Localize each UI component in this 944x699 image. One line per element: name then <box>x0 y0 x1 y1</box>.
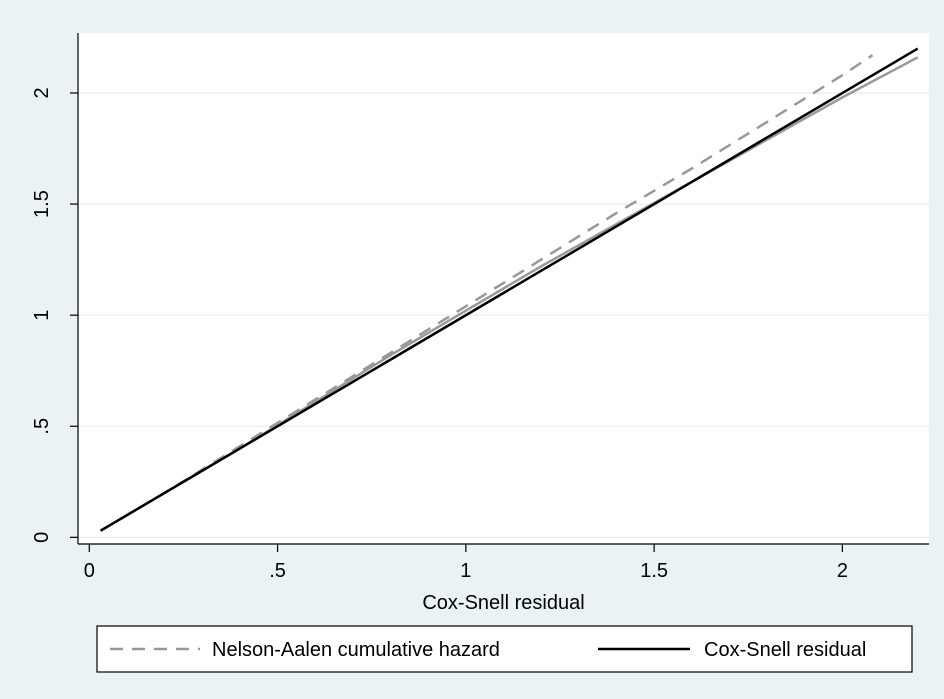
x-tick-label: 1 <box>460 560 471 582</box>
y-tick-label: .5 <box>31 418 53 435</box>
nelson-aalen-line <box>99 54 874 532</box>
axes-group: 0 .5 1 1.5 2 0 .5 1 1.5 2 <box>31 33 929 582</box>
gridlines <box>78 92 929 539</box>
legend-box <box>96 625 913 673</box>
x-tick-label: .5 <box>269 560 286 582</box>
y-tick-label: 2 <box>31 87 53 98</box>
series-group <box>99 47 919 532</box>
x-tick-label: 0 <box>84 560 95 582</box>
x-tick-label: 2 <box>837 560 848 582</box>
y-tick-label: 0 <box>31 532 53 543</box>
y-tick-label: 1 <box>31 310 53 321</box>
x-tick-label: 1.5 <box>640 560 668 582</box>
y-tick-label: 1.5 <box>31 190 53 218</box>
cox-snell-line <box>99 47 919 532</box>
legend: Nelson-Aalen cumulative hazard Cox-Snell … <box>96 625 913 673</box>
x-axis-label: Cox-Snell residual <box>422 592 584 614</box>
legend-label-cox-snell: Cox-Snell residual <box>704 639 866 661</box>
legend-label-nelson-aalen: Nelson-Aalen cumulative hazard <box>212 639 500 661</box>
